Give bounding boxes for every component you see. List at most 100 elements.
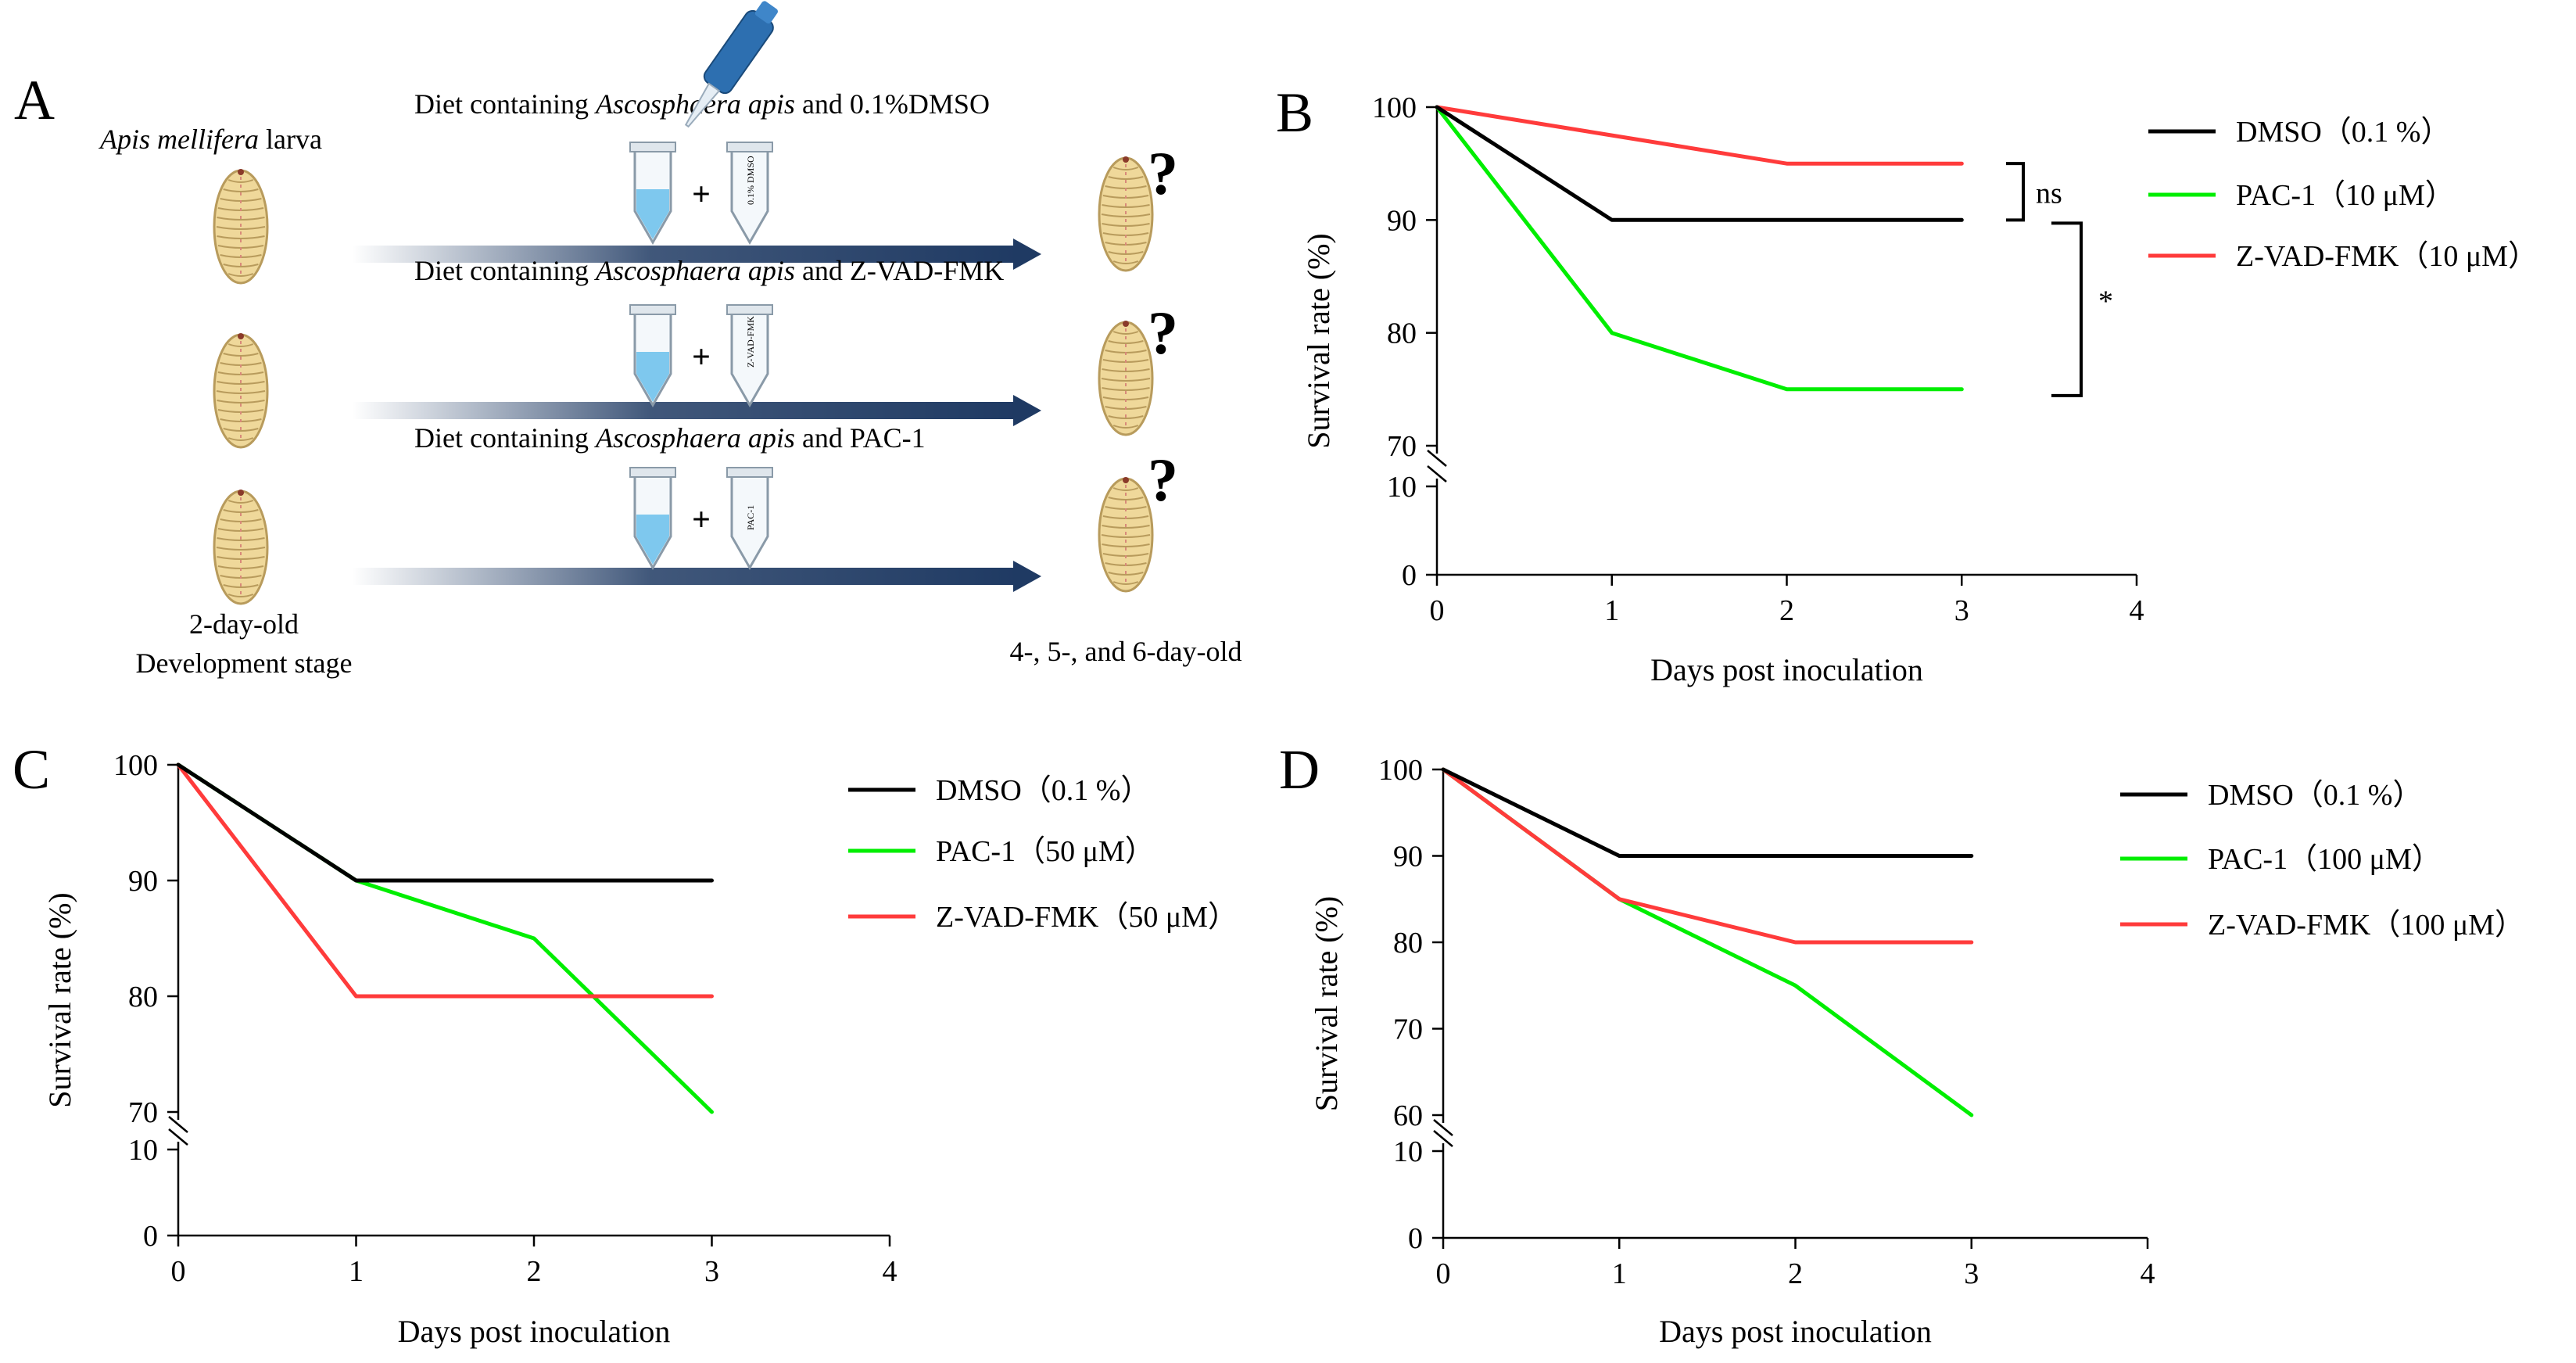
larva-segment (1102, 543, 1150, 547)
axis-break-mark (1427, 450, 1447, 467)
x-axis-label: Days post inoculation (1650, 652, 1923, 687)
tube-diet (629, 467, 676, 571)
plus-sign: + (692, 502, 711, 538)
y-tick-label: 0 (1408, 1222, 1423, 1255)
y-tick-label: 0 (1402, 559, 1417, 592)
axis-break-mark (1433, 1119, 1453, 1136)
larva-end (1098, 321, 1154, 436)
x-tick-label: 3 (1964, 1257, 1979, 1290)
tube-liquid (636, 352, 669, 402)
larva-segment (1112, 167, 1139, 170)
diet-label-suffix: and Z-VAD-FMK (795, 255, 1004, 286)
larva-segment (1108, 415, 1144, 419)
larva-segment (217, 400, 265, 404)
y-axis-label: Survival rate (%) (42, 892, 77, 1107)
y-tick-label: 70 (1387, 430, 1417, 463)
larva-segment (1112, 260, 1139, 264)
tube-liquid (636, 189, 669, 239)
y-tick-label: 10 (128, 1134, 158, 1167)
x-axis-label: Days post inoculation (1659, 1314, 1932, 1349)
y-tick-label: 10 (1387, 471, 1417, 504)
y-tick-label: 0 (143, 1220, 158, 1253)
larva-segment (1112, 425, 1139, 429)
diet-label-species: Ascosphaera apis (594, 255, 795, 286)
larva-segment (1102, 204, 1150, 208)
diet-label-suffix: and PAC-1 (795, 422, 926, 454)
x-tick-label: 2 (1779, 594, 1794, 627)
x-axis-label: Days post inoculation (398, 1314, 671, 1349)
panel-letter-d: D (1279, 738, 1320, 801)
y-tick-label: 60 (1393, 1099, 1423, 1132)
diet-label: Diet containing Ascosphaera apis and Z-V… (414, 255, 1004, 286)
legend-label: DMSO（0.1 %） (936, 774, 1150, 807)
tube-cap (726, 142, 773, 152)
legend-label: Z-VAD-FMK（10 μM） (2236, 240, 2538, 273)
larva-segment (1112, 331, 1139, 335)
larva-segment (228, 179, 254, 183)
y-tick-label: 90 (1387, 204, 1417, 237)
tube-diet (629, 142, 676, 246)
larva-segment (1101, 534, 1151, 538)
progression-arrow (352, 246, 1016, 263)
larva-start (213, 169, 269, 285)
legend-label: PAC-1（100 μM） (2208, 843, 2442, 876)
legend-label: DMSO（0.1 %） (2236, 116, 2450, 149)
tube-cap (726, 304, 773, 315)
x-tick-label: 2 (527, 1255, 542, 1288)
significance-label-ns: ns (2036, 177, 2062, 210)
x-tick-label: 1 (1604, 594, 1619, 627)
tube-treatment: Z-VAD-FMK (726, 304, 773, 408)
larva-segment (223, 188, 259, 192)
larva-head (238, 490, 244, 496)
larva-segment (217, 217, 265, 221)
y-tick-label: 80 (1393, 927, 1423, 959)
significance-bracket-star (2051, 221, 2083, 397)
series-line-dmso (1441, 767, 1974, 858)
axis-break-mark (168, 1128, 188, 1146)
tube-liquid (636, 515, 669, 565)
tube-treatment: 0.1% DMSO (726, 142, 773, 246)
progression-arrow (352, 568, 1016, 585)
stage-label-line2: Development stage (136, 647, 353, 679)
legend-label: PAC-1（50 μM） (936, 835, 1155, 868)
x-tick-label: 2 (1788, 1257, 1803, 1290)
series-line-dmso (1435, 105, 1964, 222)
diet-label: Diet containing Ascosphaera apis and 0.1… (414, 88, 990, 120)
end-stage-label: 4-, 5-, and 6-day-old (1010, 636, 1242, 667)
y-tick-label: 90 (128, 865, 158, 898)
x-tick-label: 3 (704, 1255, 719, 1288)
larva-label-rest: larva (259, 124, 322, 155)
y-tick-label: 90 (1393, 841, 1423, 873)
panel-a-schematic: A Apis mellifera larva Diet containing Asc… (14, 1, 1242, 679)
diet-label-species: Ascosphaera apis (594, 422, 795, 454)
x-tick-label: 4 (2130, 594, 2144, 627)
x-tick-label: 0 (1430, 594, 1445, 627)
question-mark: ? (1148, 299, 1178, 367)
axis-break-mark (168, 1116, 188, 1133)
larva-segment (223, 584, 259, 588)
y-tick-label: 80 (1387, 317, 1417, 350)
larva-segment (1108, 176, 1144, 180)
larva-segment (1108, 497, 1144, 500)
stage-label-line1: 2-day-old (189, 608, 299, 640)
larva-segment (228, 594, 254, 597)
y-tick-label: 80 (128, 981, 158, 1013)
panel-letter-c: C (13, 738, 50, 801)
tube-label: PAC-1 (745, 505, 756, 530)
larva-segment (1102, 368, 1150, 372)
larva-segment (1108, 340, 1144, 344)
larva-segment (223, 264, 259, 267)
series-line-pac1 (1435, 105, 1964, 392)
larva-segment (217, 235, 265, 239)
panel-letter-b: B (1276, 81, 1313, 144)
y-axis-label: Survival rate (%) (1301, 233, 1336, 448)
legend-label: Z-VAD-FMK（100 μM） (2208, 909, 2524, 942)
x-tick-label: 0 (1436, 1257, 1451, 1290)
diet-label-suffix: and 0.1%DMSO (795, 88, 990, 120)
tube-treatment: PAC-1 (726, 467, 773, 571)
larva-segment (223, 353, 259, 357)
axis-break-mark (1427, 465, 1447, 482)
